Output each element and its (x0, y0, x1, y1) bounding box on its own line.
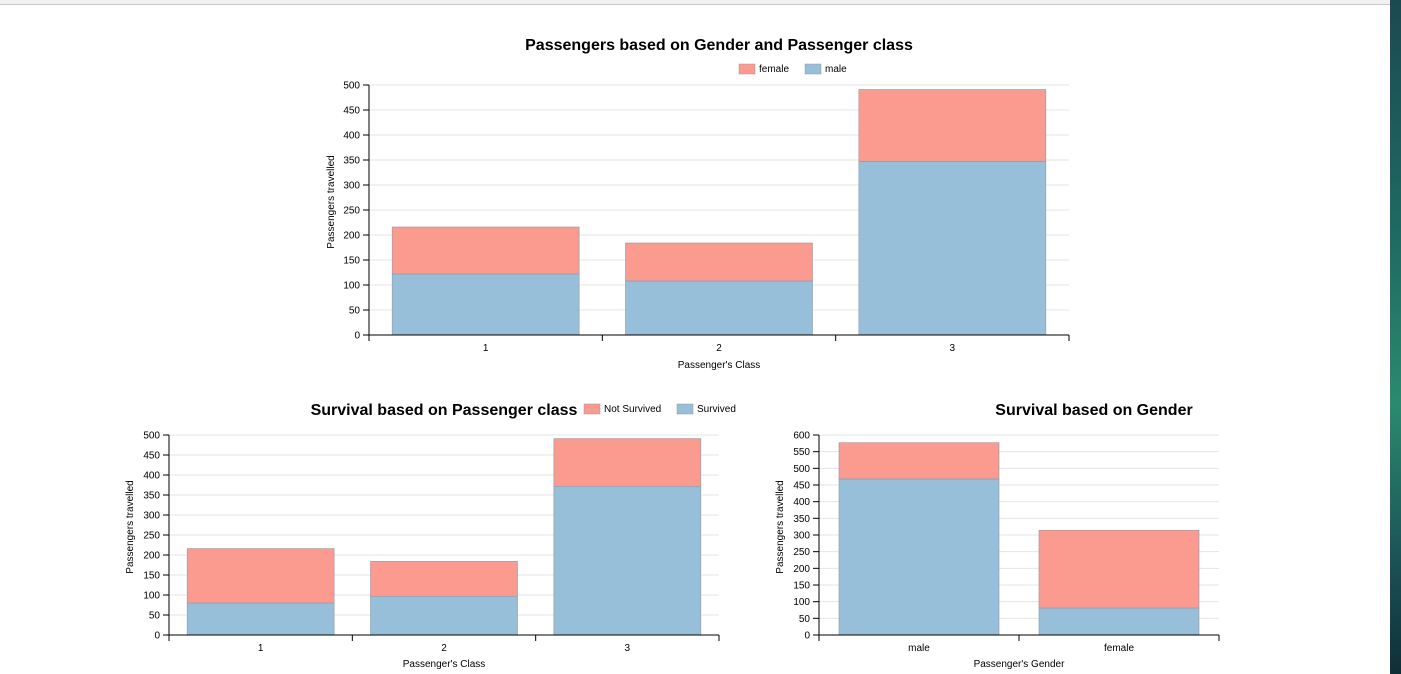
bar-male (625, 280, 813, 336)
chart-title: Survival based on Gender (995, 402, 1192, 419)
y-tick-label: 350 (343, 156, 360, 167)
y-tick-label: 200 (143, 551, 160, 562)
y-tick-label: 100 (143, 591, 160, 602)
y-tick-label: 100 (793, 597, 810, 608)
y-axis-label: Passengers travelled (125, 480, 136, 573)
bar-survived (370, 595, 518, 636)
chart-title: Survival based on Passenger class (311, 402, 578, 419)
x-tick-label: 3 (625, 643, 631, 654)
y-tick-label: 200 (793, 564, 810, 575)
bar-male (858, 161, 1047, 336)
x-axis-label: Passenger's Gender (974, 659, 1066, 670)
legend-label-male: male (825, 64, 847, 75)
y-tick-label: 300 (343, 181, 360, 192)
y-axis-label: Passengers travelled (326, 155, 337, 248)
plot-area: 0 50 100 150 200 250 300 350 400 450 500 1 2 3 (143, 431, 720, 654)
y-tick-label: 150 (143, 571, 160, 582)
x-tick-label: 3 (950, 343, 956, 354)
plot-area: 0 50 100 150 200 250 300 350 400 450 500 1 2 3 (343, 81, 1070, 354)
y-tick-label: 450 (343, 106, 360, 117)
bar-female (391, 226, 580, 275)
y-tick-label: 150 (343, 256, 360, 267)
y-tick-label: 0 (354, 331, 360, 342)
bar-survived (838, 478, 1000, 636)
y-tick-label: 250 (343, 206, 360, 217)
bar-not-survived (370, 561, 518, 597)
y-tick-label: 300 (793, 531, 810, 542)
y-tick-label: 550 (793, 447, 810, 458)
legend: female male (738, 63, 847, 75)
legend-swatch-male (804, 63, 822, 75)
x-tick-label: male (908, 643, 930, 654)
y-tick-label: 300 (143, 511, 160, 522)
y-tick-label: 400 (343, 131, 360, 142)
y-tick-label: 100 (343, 281, 360, 292)
y-tick-label: 150 (793, 581, 810, 592)
y-tick-label: 500 (343, 81, 360, 92)
chart-survival-class: Survival based on Passenger class Passen… (125, 402, 736, 670)
desktop-background-strip (1390, 0, 1401, 674)
y-tick-label: 500 (143, 431, 160, 442)
y-tick-label: 250 (793, 547, 810, 558)
x-axis-label: Passenger's Class (678, 360, 761, 371)
y-tick-label: 50 (799, 614, 811, 625)
y-tick-label: 450 (143, 451, 160, 462)
bar-survived (1038, 607, 1200, 636)
legend: Not Survived Survived (583, 403, 736, 415)
x-tick-label: 1 (258, 643, 264, 654)
y-tick-label: 600 (793, 431, 810, 442)
y-tick-label: 350 (143, 491, 160, 502)
y-tick-label: 400 (143, 471, 160, 482)
legend-swatch-female (738, 63, 756, 75)
browser-top-bar (0, 0, 1390, 5)
bar-survived (186, 602, 335, 636)
bar-female (625, 242, 813, 282)
y-tick-label: 50 (149, 611, 161, 622)
y-tick-label: 350 (793, 514, 810, 525)
bar-not-survived (186, 548, 335, 604)
bar-not-survived (1038, 530, 1200, 609)
legend-label-survived: Survived (697, 404, 736, 415)
bar-female (858, 89, 1047, 162)
x-tick-label: 2 (441, 643, 447, 654)
chart-gender-class: Passengers based on Gender and Passenger… (326, 37, 1070, 371)
y-tick-label: 250 (143, 531, 160, 542)
bar-survived (553, 485, 702, 636)
legend-swatch-not-survived (583, 403, 601, 415)
y-tick-label: 450 (793, 481, 810, 492)
chart-survival-gender: Survival based on Gender Passenger's Gen… (775, 402, 1220, 670)
chart-title: Passengers based on Gender and Passenger… (525, 37, 913, 54)
x-tick-label: 2 (716, 343, 722, 354)
legend-swatch-survived (676, 403, 694, 415)
y-tick-label: 50 (349, 306, 361, 317)
y-tick-label: 0 (804, 631, 810, 642)
legend-label-female: female (759, 64, 789, 75)
y-tick-label: 500 (793, 464, 810, 475)
legend-label-not-survived: Not Survived (604, 404, 661, 415)
plot-area: 0 50 100 150 200 250 300 350 400 450 500 550 600 male… (793, 431, 1220, 654)
x-tick-label: 1 (483, 343, 489, 354)
y-tick-label: 400 (793, 497, 810, 508)
y-axis-label: Passengers travelled (775, 480, 786, 573)
bar-not-survived (553, 438, 702, 487)
bar-not-survived (838, 442, 1000, 480)
x-tick-label: female (1104, 643, 1134, 654)
bar-male (391, 273, 580, 336)
y-tick-label: 200 (343, 231, 360, 242)
y-tick-label: 0 (154, 631, 160, 642)
x-axis-label: Passenger's Class (403, 659, 486, 670)
